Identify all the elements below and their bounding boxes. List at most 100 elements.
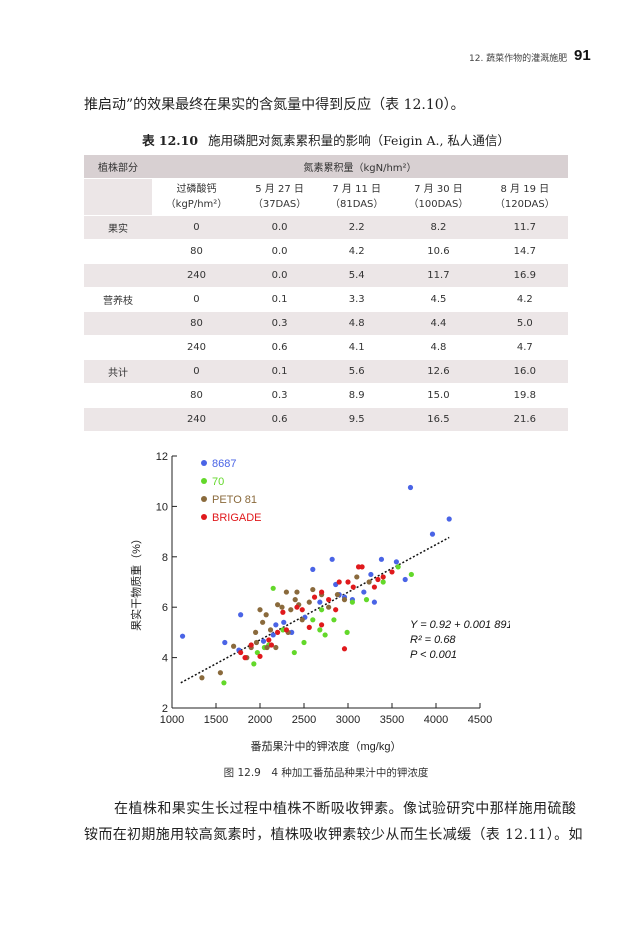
x-tick-label: 1000 <box>160 714 184 726</box>
body-paragraph-line2: 铵而在初期施用较高氮素时，植株吸收钾素较少从而生长减缓（表 12.11）。如 <box>84 827 583 843</box>
data-point <box>446 516 452 522</box>
table-row: 240 0.0 5.4 11.7 16.9 <box>84 263 568 288</box>
table-cell: 8.2 <box>395 215 482 240</box>
data-point <box>266 637 272 643</box>
subheader-date: 8 月 19 日（120DAS） <box>481 178 568 216</box>
table-cell: 0.0 <box>240 215 319 240</box>
table-cell: 9.5 <box>318 407 396 432</box>
running-title: 12. 蔬菜作物的灌溉施肥 <box>469 54 568 64</box>
table-caption-label: 表 12.10 <box>142 133 199 148</box>
table-cell: 0 <box>152 359 241 384</box>
subheader-superphosphate: 过磷酸钙 （kgP/hm²） <box>152 178 241 216</box>
data-point <box>257 607 263 613</box>
subheader-date: 7 月 30 日（100DAS） <box>395 178 482 216</box>
scatter-chart: 2 4 6 8 10 12 1000 1500 2000 2500 3000 3500 4000 4500… <box>120 446 519 760</box>
data-point <box>238 649 244 656</box>
data-point <box>248 642 254 648</box>
legend-marker <box>201 514 207 520</box>
table-cell: 0.3 <box>240 311 319 336</box>
data-point <box>361 589 367 595</box>
table-cell: 80 <box>152 239 241 264</box>
scatter-chart-svg: 2 4 6 8 10 12 1000 1500 2000 2500 3000 3500 4000 4500… <box>129 451 519 753</box>
table-cell: 4.2 <box>481 287 568 312</box>
page-number: 91 <box>574 47 591 64</box>
data-point <box>326 597 332 603</box>
data-point <box>311 594 318 600</box>
data-point <box>273 644 279 651</box>
data-point <box>319 622 325 628</box>
data-point <box>306 624 312 630</box>
data-point <box>281 619 287 625</box>
table-cell: 5.0 <box>481 311 568 336</box>
group-label <box>84 311 152 336</box>
data-point <box>336 579 342 585</box>
table-header-row: 植株部分 氮素累积量（kgN/hm²） <box>84 155 568 179</box>
table-cell: 19.8 <box>481 383 568 408</box>
data-point <box>231 643 237 649</box>
data-point <box>253 629 259 635</box>
table-row: 240 0.6 9.5 16.5 21.6 <box>84 407 568 432</box>
table-cell: 0 <box>152 287 241 312</box>
col-group-header: 植株部分 <box>84 155 152 179</box>
table-cell: 4.8 <box>395 335 482 360</box>
data-point <box>429 531 436 537</box>
table-cell: 4.7 <box>481 335 568 360</box>
data-point <box>359 564 365 570</box>
data-point <box>319 607 325 613</box>
data-point <box>199 675 205 681</box>
table-cell: 0.6 <box>240 407 319 432</box>
data-point <box>292 597 298 603</box>
data-point <box>270 632 276 638</box>
data-point <box>260 638 267 644</box>
x-tick-label: 3500 <box>380 714 404 726</box>
table-cell: 8.9 <box>318 383 396 408</box>
table-cell: 0.1 <box>240 287 319 312</box>
data-point <box>299 607 305 613</box>
table-row: 240 0.6 4.1 4.8 4.7 <box>84 335 568 360</box>
table-caption-text: 施用磷肥对氮素累积量的影响（Feigin A., 私人通信） <box>208 133 510 148</box>
data-point <box>380 574 386 580</box>
x-tick-label: 1500 <box>204 714 228 726</box>
table-row: 共计 0 0.1 5.6 12.6 16.0 <box>84 359 568 384</box>
table-cell: 0.1 <box>240 359 319 384</box>
y-tick-label: 10 <box>156 501 168 513</box>
legend-marker <box>201 496 207 502</box>
data-point <box>310 586 316 593</box>
table-cell: 2.2 <box>318 215 396 240</box>
figure-caption: 图 12.9 4 种加工番茄品种果汁中的钾浓度 <box>223 767 429 779</box>
data-point <box>253 639 260 646</box>
data-point <box>242 655 248 661</box>
data-point <box>301 639 307 646</box>
regression-equation-line: R² = 0.68 <box>410 634 456 646</box>
data-point <box>283 627 289 633</box>
data-point <box>334 592 341 598</box>
table-cell: 11.7 <box>395 263 482 288</box>
y-tick-label: 8 <box>162 552 168 564</box>
data-point <box>275 629 281 635</box>
table-cell: 0.6 <box>240 335 319 360</box>
table-row: 80 0.0 4.2 10.6 14.7 <box>84 239 568 264</box>
table-cell: 240 <box>152 335 241 360</box>
y-tick-label: 2 <box>162 703 168 715</box>
data-point <box>275 602 281 608</box>
data-point <box>268 642 275 648</box>
data-point <box>221 680 227 686</box>
regression-equation-line: P < 0.001 <box>410 649 457 661</box>
y-tick-label: 4 <box>162 653 168 665</box>
data-point <box>283 589 289 595</box>
data-point <box>288 607 294 613</box>
data-point <box>306 599 312 605</box>
data-point <box>402 576 408 583</box>
data-point <box>280 609 286 615</box>
data-point <box>317 627 323 633</box>
data-point <box>389 569 395 575</box>
data-point <box>291 649 297 656</box>
data-point <box>371 584 377 590</box>
regression-equation-line: Y = 0.92 + 0.001 891x <box>410 619 510 631</box>
table-cell: 10.6 <box>395 239 482 264</box>
y-tick-label: 12 <box>156 451 168 463</box>
group-label <box>84 263 152 288</box>
data-point <box>371 599 377 605</box>
table-cell: 11.7 <box>481 215 568 240</box>
table-cell: 0.3 <box>240 383 319 408</box>
